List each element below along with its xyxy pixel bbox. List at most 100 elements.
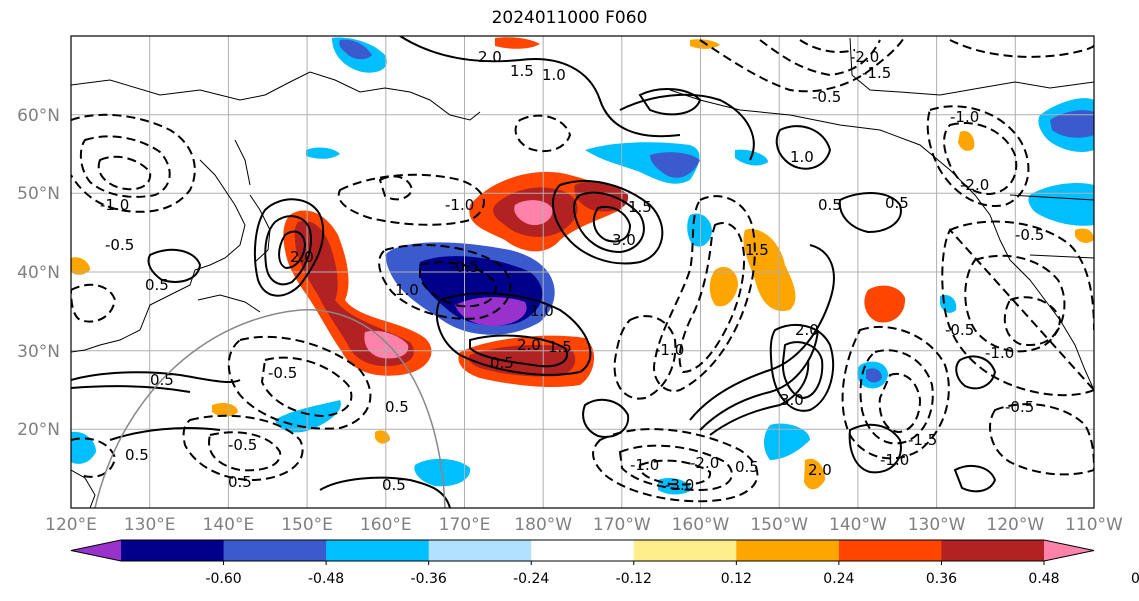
contour-label: -2.0 (690, 454, 719, 472)
negative-anomaly-alaska-core (650, 152, 700, 178)
lon-label: 150°E (281, 515, 333, 535)
contour-label: 3.0 (612, 231, 636, 249)
contour-label: 2.0 (808, 461, 832, 479)
colorbar-tick-label: -0.60 (205, 571, 241, 587)
colorbar (70, 539, 1095, 562)
colorbar-tick-label: 0.48 (1028, 571, 1059, 587)
colorbar-segment (223, 540, 327, 561)
map-frame (70, 35, 1095, 509)
contour-label: -1.0 (100, 196, 129, 214)
contour-labels: 2.0 1.0 1.5 -0.5 -2.0 -1.5 -1.0 1.0 0.5 … (100, 48, 1044, 494)
colorbar-segment (428, 540, 532, 561)
colorbar-tick-label: 0.36 (926, 571, 957, 587)
positive-anomaly-small-2 (212, 402, 238, 417)
map-title: 2024011000 F060 (491, 8, 648, 28)
contour-label: -1.0 (445, 196, 474, 214)
contour-label: 1.5 (745, 241, 769, 259)
contour-label: 1.5 (628, 198, 652, 216)
contour-label: 1.5 (548, 338, 572, 356)
colorbar-segment (838, 540, 942, 561)
colorbar-segment (326, 540, 430, 561)
positive-anomaly-west-mid (294, 220, 414, 367)
lon-label: 140°E (203, 515, 255, 535)
contour-label: -1.0 (950, 108, 979, 126)
negative-anomaly-hawaii-core (866, 368, 882, 383)
contour-label: 2.0 (517, 336, 541, 354)
colorbar-extend-low (71, 540, 121, 561)
lon-label: 130°W (908, 515, 966, 535)
lat-label: 30°N (17, 342, 60, 362)
contour-label: -1.0 (985, 344, 1014, 362)
lon-label: 120°E (45, 515, 97, 535)
contour-label: -0.5 (450, 258, 479, 276)
contour-label: -2.0 (960, 176, 989, 194)
lon-label: 170°W (593, 515, 651, 535)
longitude-labels: 120°E 130°E 140°E 150°E 160°E 170°E 180°… (45, 515, 1123, 535)
contour-label: -1.0 (880, 451, 909, 469)
negative-anomaly-small-2 (306, 147, 340, 159)
contour-label: -0.5 (945, 321, 974, 339)
lon-label: 170°E (439, 515, 491, 535)
lon-label: 130°E (124, 515, 176, 535)
colorbar-segment (633, 540, 737, 561)
contour-label: 0.5 (228, 473, 252, 491)
lat-label: 60°N (17, 106, 60, 126)
contour-label: -0.5 (1005, 398, 1034, 416)
negative-anomaly-east-south (764, 423, 810, 460)
contour-label: 1.0 (790, 148, 814, 166)
positive-anomaly-small-7 (1075, 228, 1094, 243)
colorbar-tick-label: -0.12 (616, 571, 652, 587)
map-plot-area: 2.0 1.0 1.5 -0.5 -2.0 -1.5 -1.0 1.0 0.5 … (71, 36, 1094, 508)
contour-label: 0.5 (818, 196, 842, 214)
contour-label: 0.5 (735, 458, 759, 476)
contour-label: 0.5 (490, 354, 514, 372)
contour-label: -0.5 (268, 364, 297, 382)
colorbar-segment (121, 540, 225, 561)
positive-anomaly-small-5 (71, 257, 90, 275)
positive-anomaly-east-3 (864, 285, 906, 323)
contour-label: -1.5 (862, 64, 891, 82)
contour-label: -3.0 (665, 476, 694, 494)
lat-label: 20°N (17, 420, 60, 440)
positive-anomaly-small-1 (495, 37, 540, 49)
latitude-labels: 60°N 50°N 40°N 30°N 20°N (17, 106, 60, 440)
colorbar-tick-label: -0.48 (308, 571, 344, 587)
contour-label: 0.5 (125, 446, 149, 464)
colorbar-segment (941, 540, 1045, 561)
positive-anomaly-small-6 (958, 130, 975, 151)
contour-label: 2.0 (478, 48, 502, 66)
contours-positive (71, 36, 997, 508)
lat-label: 40°N (17, 263, 60, 283)
lon-label: 120°W (986, 515, 1044, 535)
lon-label: 180°W (514, 515, 572, 535)
contour-label: -1.0 (630, 456, 659, 474)
negative-anomaly-bering-core (339, 39, 372, 60)
lon-label: 150°W (750, 515, 808, 535)
contour-label: -1.0 (655, 341, 684, 359)
colorbar-tick-label: -0.36 (411, 571, 447, 587)
lon-label: 160°W (672, 515, 730, 535)
contour-label: 2.0 (290, 248, 314, 266)
positive-anomaly-small-4 (804, 458, 825, 490)
contour-label: 2.0 (795, 321, 819, 339)
contour-label: -2.0 (850, 48, 879, 66)
contour-label: 0.5 (145, 276, 169, 294)
contour-label: -0.5 (105, 236, 134, 254)
colorbar-tick-label: 0.24 (823, 571, 854, 587)
contour-label: -1.5 (908, 431, 937, 449)
contour-label: 0.5 (382, 476, 406, 494)
colorbar-tick-label: 0.12 (721, 571, 752, 587)
projection-boundary (94, 309, 446, 508)
contour-label: -0.5 (1015, 226, 1044, 244)
contour-label: 1.5 (510, 62, 534, 80)
contour-label: 0.5 (885, 194, 909, 212)
map-gridlines (71, 36, 1094, 508)
contour-label: 1.0 (530, 302, 554, 320)
colorbar-ticks: -0.60 -0.48 -0.36 -0.24 -0.12 0.12 0.24 0.36 0.4… (205, 561, 1139, 587)
negative-anomaly-canada-core (1050, 110, 1094, 138)
contour-label: 1.0 (395, 281, 419, 299)
contour-label: 0.5 (150, 371, 174, 389)
contour-label: 3.0 (780, 391, 804, 409)
colorbar-tick-label: -0.24 (513, 571, 549, 587)
shaded-anomalies (71, 37, 1094, 495)
